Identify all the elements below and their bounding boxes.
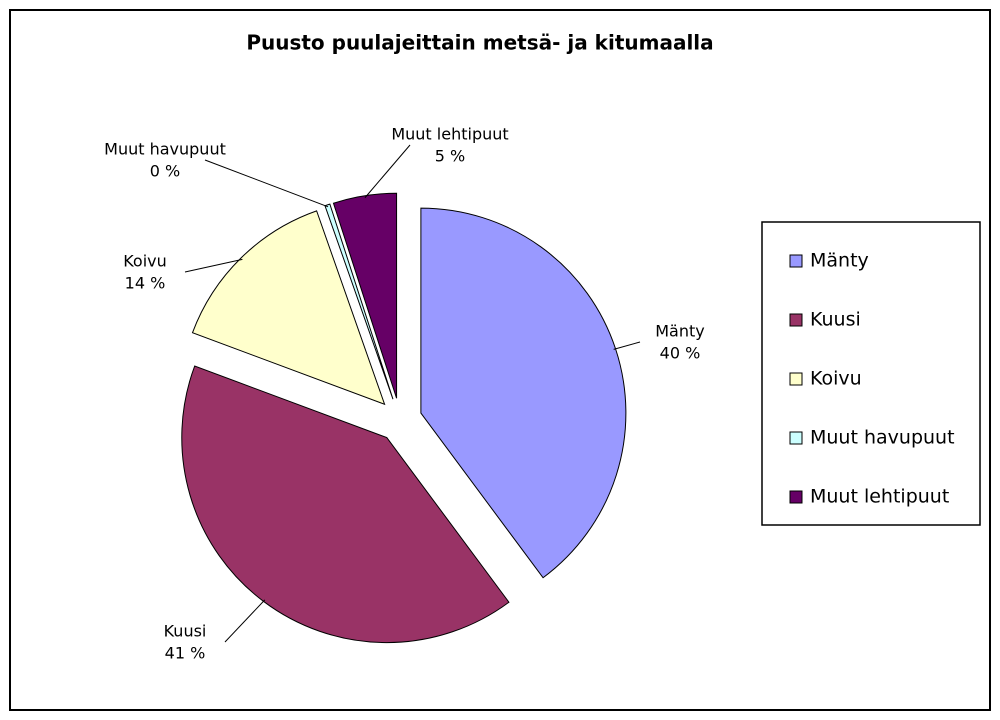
pie-slice bbox=[191, 210, 386, 406]
data-label-name: Muut lehtipuut bbox=[391, 125, 508, 144]
leader-line bbox=[184, 258, 243, 273]
leader-line bbox=[224, 599, 266, 643]
data-label-value: 14 % bbox=[125, 274, 166, 293]
pie-slice bbox=[332, 192, 398, 399]
leader-line bbox=[364, 144, 411, 199]
legend-swatch bbox=[789, 313, 803, 327]
data-label-name: Mänty bbox=[655, 322, 705, 341]
legend-label: Muut lehtipuut bbox=[810, 486, 949, 508]
leader-line bbox=[613, 341, 641, 350]
legend-swatch bbox=[789, 254, 803, 268]
legend-label: Mänty bbox=[810, 250, 869, 272]
legend-swatch bbox=[789, 431, 803, 445]
legend-swatch bbox=[789, 372, 803, 386]
data-label-name: Kuusi bbox=[164, 622, 207, 641]
data-label-value: 0 % bbox=[150, 162, 180, 181]
chart-title: Puusto puulajeittain metsä- ja kitumaall… bbox=[246, 31, 713, 55]
legend-swatch bbox=[789, 490, 803, 504]
data-label-value: 40 % bbox=[660, 344, 701, 363]
data-label-name: Muut havupuut bbox=[104, 140, 226, 159]
leader-line bbox=[204, 159, 329, 208]
data-label-value: 5 % bbox=[435, 147, 465, 166]
data-label-value: 41 % bbox=[165, 644, 206, 663]
data-label-name: Koivu bbox=[123, 252, 167, 271]
legend-label: Kuusi bbox=[810, 309, 861, 331]
legend-label: Muut havupuut bbox=[810, 427, 955, 449]
legend-label: Koivu bbox=[810, 368, 862, 390]
